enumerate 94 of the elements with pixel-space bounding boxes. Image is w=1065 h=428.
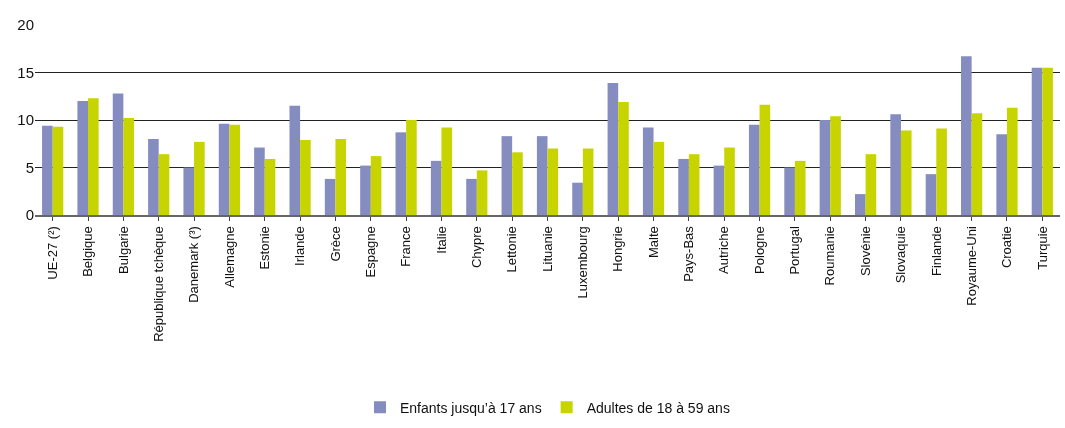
x-tick-label: Portugal	[787, 226, 803, 275]
x-tick-label: Finlande	[928, 226, 944, 277]
x-tick-label: Pologne	[751, 226, 767, 274]
x-tick-label: Allemagne	[221, 226, 237, 288]
x-tick-label: Belgique	[80, 226, 96, 277]
x-tick-label: République tchèque	[150, 226, 166, 342]
bar	[865, 154, 877, 215]
bar	[678, 158, 689, 215]
bar	[1042, 67, 1053, 215]
bar	[996, 134, 1007, 215]
bar	[794, 160, 806, 215]
bar	[360, 165, 371, 215]
x-tick-label: Hongrie	[610, 226, 626, 272]
bar	[653, 141, 665, 215]
bar	[42, 125, 53, 215]
bar	[784, 167, 795, 215]
bar	[441, 127, 453, 215]
bar	[148, 139, 159, 215]
y-tick-label: 15	[17, 63, 34, 81]
bar	[900, 130, 912, 215]
bar	[300, 139, 311, 215]
bar	[925, 174, 937, 215]
x-tick-label: Pays-Bas	[681, 225, 697, 282]
bar	[536, 136, 548, 215]
x-tick-label: Irlande	[292, 226, 308, 266]
bar	[183, 167, 195, 215]
x-tick-label: Espagne	[363, 226, 379, 278]
bar	[607, 82, 619, 215]
bar	[218, 123, 230, 215]
bar	[395, 132, 407, 215]
bar	[582, 148, 594, 215]
x-tick-label: Estonie	[256, 226, 272, 270]
bar	[759, 104, 771, 215]
bar	[158, 154, 170, 215]
bar	[688, 154, 700, 215]
x-tick-label: Slovaquie	[893, 226, 909, 284]
bar	[512, 152, 523, 215]
x-tick-label: Malte	[645, 226, 661, 258]
legend-label: Adultes de 18 à 59 ans	[586, 399, 730, 416]
bar	[572, 182, 583, 215]
x-tick-label: Luxembourg	[575, 226, 591, 299]
bar	[112, 93, 124, 215]
bar	[501, 136, 513, 215]
legend-label: Enfants jusqu’à 17 ans	[400, 399, 542, 416]
x-tick-label: Lituanie	[539, 226, 555, 272]
bar	[724, 147, 735, 215]
bar	[1031, 67, 1043, 215]
bar	[890, 114, 901, 215]
bar	[335, 139, 347, 215]
bar	[819, 120, 831, 215]
bar	[936, 128, 947, 215]
bar	[855, 194, 866, 215]
bar	[971, 113, 983, 215]
x-tick-label: Danemark (³)	[186, 226, 202, 303]
x-tick-label: Grèce	[327, 226, 343, 262]
bar	[229, 124, 240, 215]
x-tick-label: Royaume-Uni	[963, 226, 979, 306]
x-tick-label: Bulgarie	[115, 226, 131, 274]
bar	[264, 158, 276, 215]
bar	[194, 141, 205, 215]
x-tick-label: Italie	[433, 226, 449, 254]
y-tick-label: 10	[17, 111, 34, 129]
x-tick-label: Autriche	[716, 226, 732, 274]
bar	[370, 156, 382, 215]
x-tick-label: Slovénie	[857, 226, 873, 277]
x-tick-label: Chypre	[469, 226, 485, 269]
x-tick-label: France	[398, 226, 414, 267]
x-tick-label: UE-27 (²)	[44, 226, 60, 280]
x-tick-label: Lettonie	[504, 226, 520, 273]
y-tick-label: 0	[25, 206, 34, 224]
y-tick-label: 20	[17, 16, 34, 34]
bar	[961, 56, 972, 215]
bar	[254, 147, 265, 215]
bar	[77, 101, 89, 215]
bar	[476, 170, 488, 215]
bar	[430, 160, 442, 215]
bar	[324, 178, 336, 215]
bar	[52, 126, 64, 215]
y-tick-label: 5	[25, 158, 34, 176]
bar	[713, 165, 725, 215]
bar	[88, 98, 99, 215]
bar	[289, 105, 301, 215]
bar	[547, 148, 559, 215]
x-tick-label: Turquie	[1034, 226, 1050, 270]
x-tick-label: Roumanie	[822, 226, 838, 286]
bar	[466, 178, 477, 215]
bar	[123, 118, 134, 215]
bar	[1006, 107, 1018, 215]
bar	[642, 127, 654, 215]
bar	[748, 124, 760, 215]
bar	[830, 116, 841, 215]
bar	[406, 120, 417, 215]
x-tick-label: Croatie	[999, 226, 1015, 269]
bar	[618, 101, 629, 215]
